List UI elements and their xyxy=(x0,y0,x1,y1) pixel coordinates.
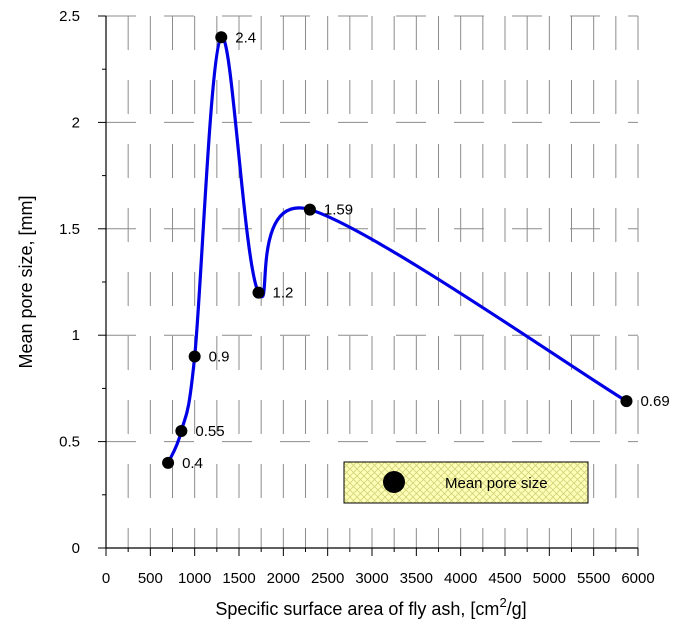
x-axis-title-end: /g] xyxy=(507,599,527,619)
data-point xyxy=(162,456,175,469)
x-tick-label: 1000 xyxy=(178,570,211,587)
data-labels: 0.4 0.55 0.9 2.4 1.2 1.59 0.69 xyxy=(182,29,670,472)
x-axis-title-superscript: 2 xyxy=(499,595,506,610)
data-point xyxy=(175,424,188,437)
data-points xyxy=(162,31,633,469)
data-label: 1.2 xyxy=(273,285,294,302)
x-tick-label: 4000 xyxy=(444,570,477,587)
y-ticks: 0 0.5 1 1.5 2 2.5 xyxy=(59,8,106,557)
data-label: 2.4 xyxy=(235,29,256,46)
y-tick-label: 1 xyxy=(72,327,80,344)
y-tick-label: 0.5 xyxy=(59,434,80,451)
data-point xyxy=(215,31,228,44)
x-tick-label: 0 xyxy=(102,570,110,587)
y-tick-label: 1.5 xyxy=(59,221,80,238)
legend-marker xyxy=(383,471,405,493)
y-tick-label: 2 xyxy=(72,114,80,131)
data-point xyxy=(252,286,265,299)
y-tick-label: 2.5 xyxy=(59,8,80,25)
legend: Mean pore size xyxy=(343,461,589,504)
x-tick-label: 4500 xyxy=(488,570,521,587)
data-label: 1.59 xyxy=(324,202,353,219)
data-label: 0.69 xyxy=(640,393,669,410)
x-tick-label: 5000 xyxy=(533,570,566,587)
grid xyxy=(106,15,639,548)
data-point xyxy=(620,395,633,408)
legend-label: Mean pore size xyxy=(445,475,548,492)
x-axis-title-main: Specific surface area of fly ash, [cm xyxy=(215,599,499,619)
x-tick-label: 500 xyxy=(138,570,163,587)
x-tick-label: 2000 xyxy=(267,570,300,587)
data-label: 0.55 xyxy=(195,423,224,440)
x-tick-label: 2500 xyxy=(311,570,344,587)
x-axis-title: Specific surface area of fly ash, [cm2/g… xyxy=(215,595,526,619)
data-label: 0.9 xyxy=(209,348,230,365)
data-point xyxy=(188,350,201,363)
x-tick-label: 1500 xyxy=(222,570,255,587)
y-axis-title: Mean pore size, [mm] xyxy=(16,195,36,368)
x-tick-label: 6000 xyxy=(621,570,654,587)
x-tick-label: 5500 xyxy=(577,570,610,587)
series-line xyxy=(166,35,629,465)
x-tick-label: 3500 xyxy=(400,570,433,587)
x-ticks: 0 500 1000 1500 2000 2500 3000 3500 4000 4500 5000… xyxy=(102,548,655,587)
data-label: 0.4 xyxy=(182,455,203,472)
data-point xyxy=(303,203,316,216)
x-tick-label: 3000 xyxy=(355,570,388,587)
y-tick-label: 0 xyxy=(72,540,80,557)
